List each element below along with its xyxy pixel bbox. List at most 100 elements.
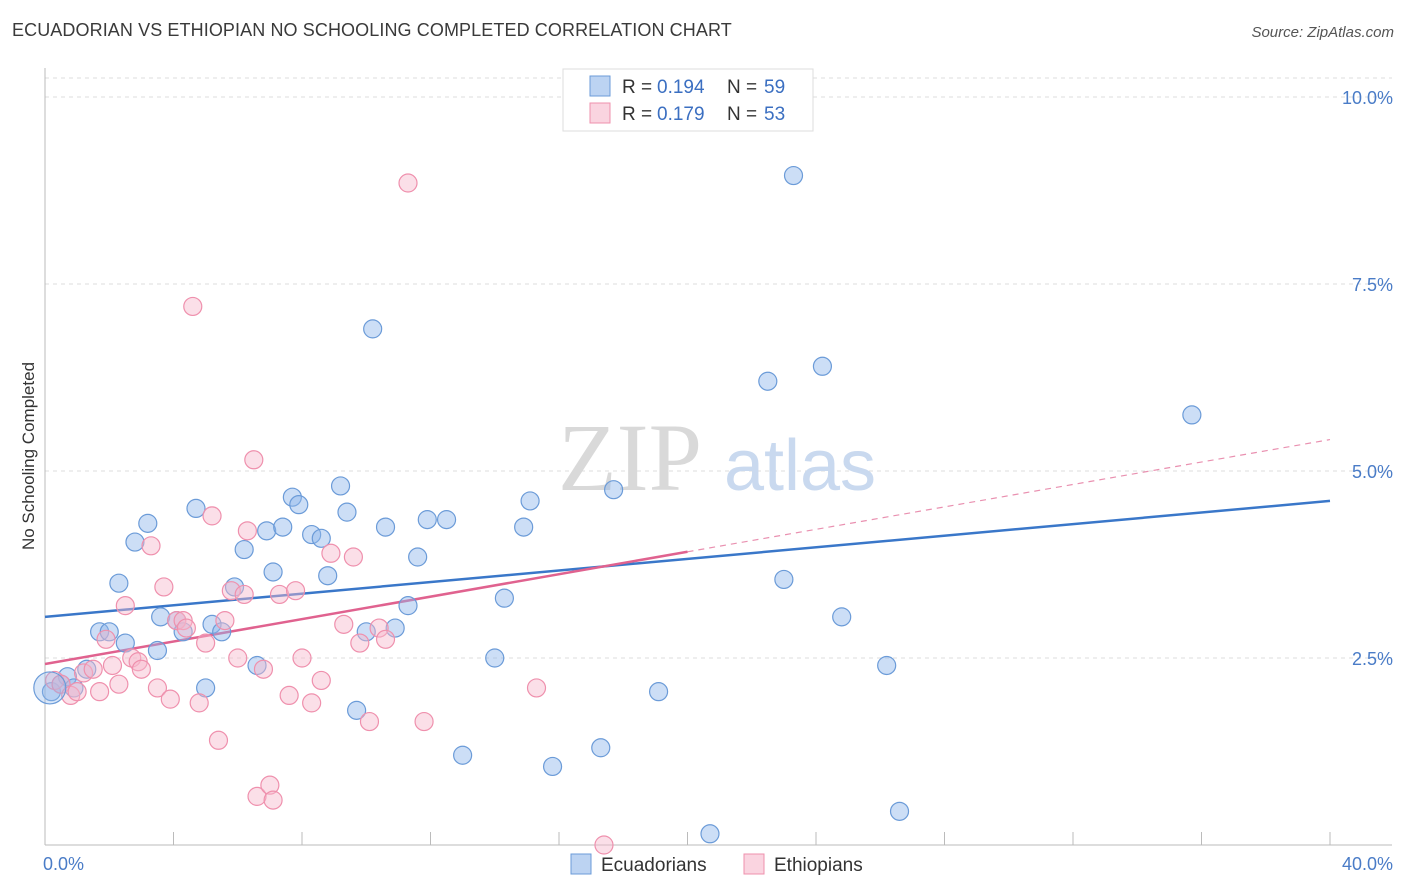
point-ecuadorians: [224, 577, 245, 597]
point-ecuadorians: [889, 801, 910, 821]
point-ecuadorians: [125, 532, 145, 552]
point-ecuadorians: [212, 622, 232, 642]
source-label: Source: ZipAtlas.com: [1251, 24, 1394, 41]
bottom-legend-swatch-ecuadorians: [570, 853, 592, 875]
point-ecuadorians: [263, 562, 283, 582]
y-tick-labels: 2.5% 5.0% 7.5% 10.0%: [1342, 88, 1393, 669]
point-ecuadorians: [398, 596, 418, 616]
point-ethiopians: [321, 543, 341, 563]
point-ethiopians: [183, 296, 203, 317]
point-ethiopians: [96, 629, 116, 649]
point-ecuadorians: [202, 614, 222, 634]
point-ethiopians: [350, 633, 370, 653]
legend-n-label: N =: [727, 104, 757, 125]
bottom-legend-swatch-ethiopians: [743, 853, 765, 875]
point-ethiopians: [359, 711, 380, 732]
point-ethiopians: [90, 682, 110, 702]
x-tick-label: 0.0%: [43, 854, 84, 874]
point-ethiopians: [594, 835, 614, 855]
point-ethiopians: [67, 682, 87, 702]
point-ecuadorians: [436, 510, 457, 530]
point-ethiopians: [115, 596, 135, 616]
point-ethiopians: [369, 618, 389, 638]
point-ethiopians: [160, 689, 180, 709]
y-tick-label: 10.0%: [1342, 88, 1393, 108]
y-axis-label: No Schooling Completed: [19, 362, 38, 550]
point-ecuadorians: [591, 738, 611, 758]
legend-swatch-ethiopians: [589, 102, 611, 124]
point-ethiopians: [244, 450, 264, 470]
point-cluster: [33, 671, 67, 705]
y-tick-label: 2.5%: [1352, 649, 1393, 669]
legend-n-label: N =: [727, 77, 757, 98]
point-ethiopians: [334, 614, 354, 634]
data-points: [33, 165, 1202, 855]
point-ethiopians: [228, 648, 248, 668]
point-ethiopians: [398, 173, 418, 193]
point-ethiopians: [202, 506, 222, 526]
point-ecuadorians: [273, 517, 293, 537]
x-tick-label: 40.0%: [1342, 854, 1393, 874]
trend-lines: [44, 438, 1331, 666]
point-ethiopians: [154, 577, 174, 597]
point-ethiopians: [196, 633, 216, 653]
point-ecuadorians: [109, 573, 129, 593]
point-ethiopians: [526, 678, 547, 698]
point-ecuadorians: [514, 517, 534, 537]
point-ecuadorians: [77, 659, 97, 679]
watermark-atlas: atlas: [724, 426, 876, 506]
point-ethiopians: [102, 655, 123, 676]
point-ethiopians: [247, 786, 267, 806]
legend-r-label: R =: [622, 104, 652, 125]
point-ethiopians: [167, 610, 187, 631]
point-ecuadorians: [758, 371, 778, 391]
x-tick-labels: 0.0% 40.0%: [43, 854, 1393, 874]
legend-r-value: 0.194: [657, 77, 705, 98]
trend-line-ecuadorians: [44, 499, 1331, 619]
point-ecuadorians: [363, 319, 383, 339]
point-ecuadorians: [417, 510, 437, 530]
point-ecuadorians: [330, 476, 351, 496]
watermark: ZIP atlas: [558, 404, 876, 511]
point-ecuadorians: [1182, 405, 1202, 425]
point-ecuadorians: [151, 607, 171, 627]
point-ethiopians: [263, 790, 283, 810]
point-ethiopians: [83, 659, 103, 679]
point-ecuadorians: [812, 356, 833, 376]
point-ecuadorians: [90, 622, 110, 642]
point-ecuadorians: [485, 648, 505, 668]
point-ecuadorians: [832, 607, 852, 627]
point-ethiopians: [176, 618, 196, 638]
point-ecuadorians: [700, 824, 720, 844]
trend-line-extension-ethiopians: [687, 438, 1331, 553]
point-ecuadorians: [302, 524, 322, 545]
point-ethiopians: [375, 629, 396, 649]
point-ecuadorians: [408, 547, 428, 567]
legend-r-value: 0.179: [657, 104, 705, 125]
point-ecuadorians: [173, 622, 193, 642]
point-ethiopians: [302, 693, 322, 713]
point-ecuadorians: [186, 498, 206, 518]
point-ecuadorians: [356, 622, 376, 642]
point-ethiopians: [221, 581, 241, 601]
point-ethiopians: [147, 678, 168, 698]
legend-n-value: 53: [764, 104, 785, 125]
legend-top: R = 0.194 N = 59 R = 0.179 N = 53: [562, 68, 814, 132]
point-ethiopians: [73, 663, 94, 683]
point-ethiopians: [253, 659, 274, 679]
point-ecuadorians: [494, 588, 514, 608]
watermark-zip: ZIP: [558, 404, 702, 511]
point-ecuadorians: [311, 528, 331, 548]
grid-lines: [45, 77, 1392, 659]
point-ecuadorians: [337, 502, 357, 522]
point-ethiopians: [285, 581, 306, 601]
point-ecuadorians: [648, 682, 669, 702]
trend-line-ethiopians: [44, 550, 688, 666]
point-ecuadorians: [783, 165, 804, 186]
point-ethiopians: [141, 536, 161, 556]
point-ecuadorians: [774, 569, 794, 590]
point-ethiopians: [269, 584, 290, 605]
point-ecuadorians: [453, 745, 473, 765]
point-ecuadorians: [147, 640, 168, 661]
